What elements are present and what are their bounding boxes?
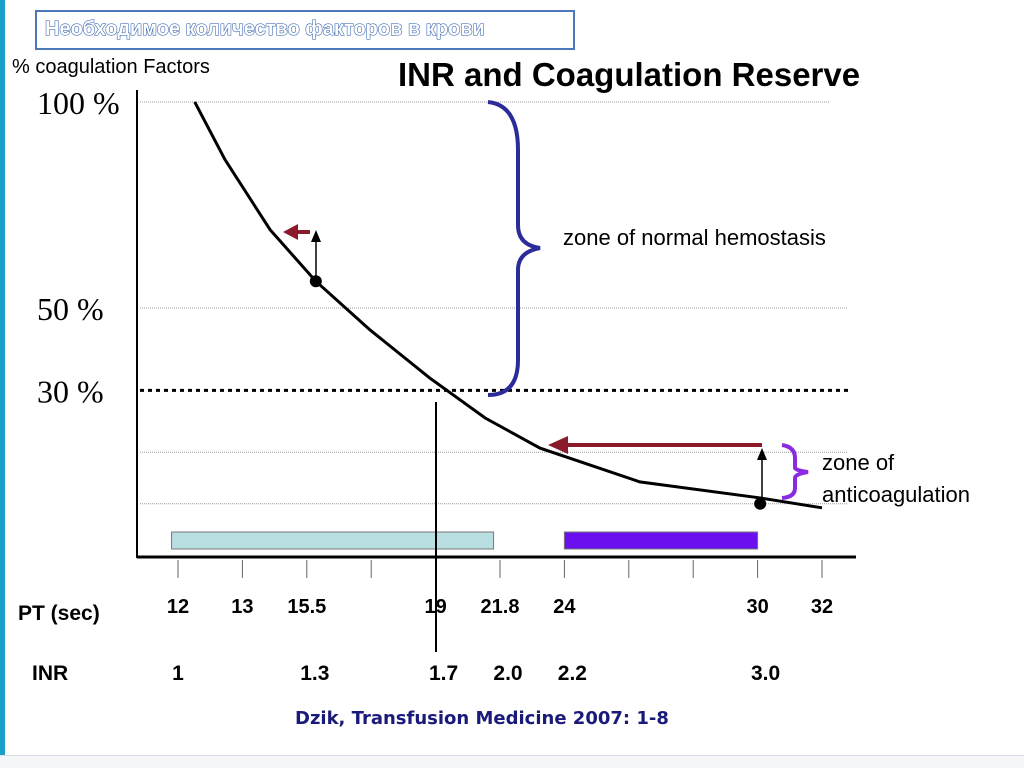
pt-row-label: PT (sec) [18, 602, 100, 625]
left-arrowhead-2 [548, 436, 568, 454]
y-tick-label: 50 % [37, 291, 104, 327]
pt-tick-label: 12 [167, 596, 189, 618]
up-arrowhead [311, 230, 321, 242]
y-axis-label: % coagulation Factors [12, 56, 210, 78]
reserve-curve [193, 101, 823, 510]
annotation-normal: zone of normal hemostasis [563, 225, 826, 250]
y-tick-label: 100 % [37, 85, 120, 121]
y-tick-label: 30 % [37, 373, 104, 409]
brace-anticoag [781, 443, 809, 500]
left-arrowhead [283, 224, 298, 240]
inr-tick-label: 3.0 [751, 662, 780, 685]
inr-tick-label: 1.7 [429, 662, 458, 685]
pt-tick-label: 15.5 [287, 596, 326, 618]
up-arrowhead-2 [757, 448, 767, 460]
inr-row-label: INR [32, 662, 68, 685]
pt-tick-label: 21.8 [481, 596, 520, 618]
inr-tick-label: 1.3 [300, 662, 329, 685]
data-point [754, 497, 767, 510]
range-bar-anticoagulation [563, 531, 759, 550]
pt-tick-label: 13 [231, 596, 253, 618]
inr-tick-label: 1 [172, 662, 184, 685]
brace-normal [487, 100, 541, 397]
citation: Dzik, Transfusion Medicine 2007: 1-8 [295, 708, 669, 729]
annotation-anticoag-1: zone of [822, 450, 895, 475]
data-point [309, 275, 322, 288]
banner-text: Необходимое количество факторов в крови [45, 18, 486, 41]
annotation-anticoag-2: anticoagulation [822, 482, 970, 507]
pt-tick-label: 24 [553, 596, 576, 618]
range-bar-normal [171, 531, 495, 550]
inr-tick-label: 2.0 [493, 662, 522, 685]
slide-accent-bar [0, 0, 5, 767]
pt-tick-label: 30 [746, 596, 768, 618]
banner: Необходимое количество факторов в крови [35, 10, 575, 50]
slide-footer-bar [0, 755, 1024, 768]
chart-title: INR and Coagulation Reserve [398, 56, 860, 93]
pt-tick-label: 32 [811, 596, 833, 618]
inr-tick-label: 2.2 [558, 662, 587, 685]
